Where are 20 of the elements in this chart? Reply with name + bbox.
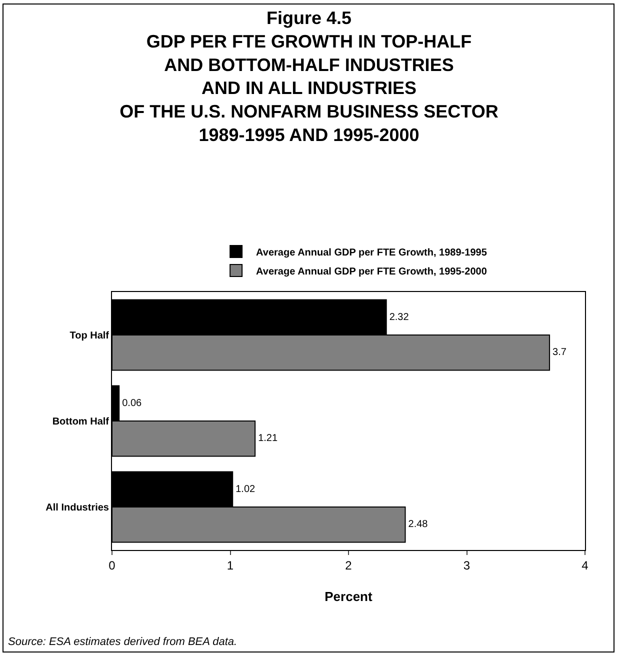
x-tick-label: 2 [345, 558, 352, 572]
x-axis-title: Percent [324, 589, 374, 604]
x-tick-label: 3 [463, 558, 470, 572]
x-tick-label: 0 [108, 558, 116, 572]
source-note: Source: ESA estimates derived from BEA data. [8, 636, 238, 648]
x-tick-label: 1 [226, 558, 234, 572]
y-tick-label: Bottom Half [52, 416, 110, 428]
data-label: 1.02 [236, 484, 256, 495]
data-label: 0.06 [122, 398, 142, 409]
data-label: 1.21 [258, 433, 278, 444]
data-label: 3.7 [552, 347, 567, 358]
x-tick-label: 4 [582, 558, 589, 572]
data-label: 2.32 [389, 312, 410, 323]
chart-subtitle: GDP PER FTE GROWTH IN TOP-HALF AND BOTTOM-HALF INDUSTRIES AND IN ALL INDUSTRIES OF THE U.S. NONFARM BUSINESS SECTOR 1989-1995 AND 1995-2000 [120, 31, 498, 145]
legend-label: Average Annual GDP per FTE Growth, 1995-2000 [256, 266, 488, 278]
y-tick-label: Top Half [70, 330, 110, 342]
y-tick-label: All Industries [46, 502, 110, 514]
legend-label: Average Annual GDP per FTE Growth, 1989-1995 [256, 247, 488, 258]
chart-title: Figure 4.5 [266, 8, 352, 28]
data-label: 2.48 [408, 519, 428, 530]
